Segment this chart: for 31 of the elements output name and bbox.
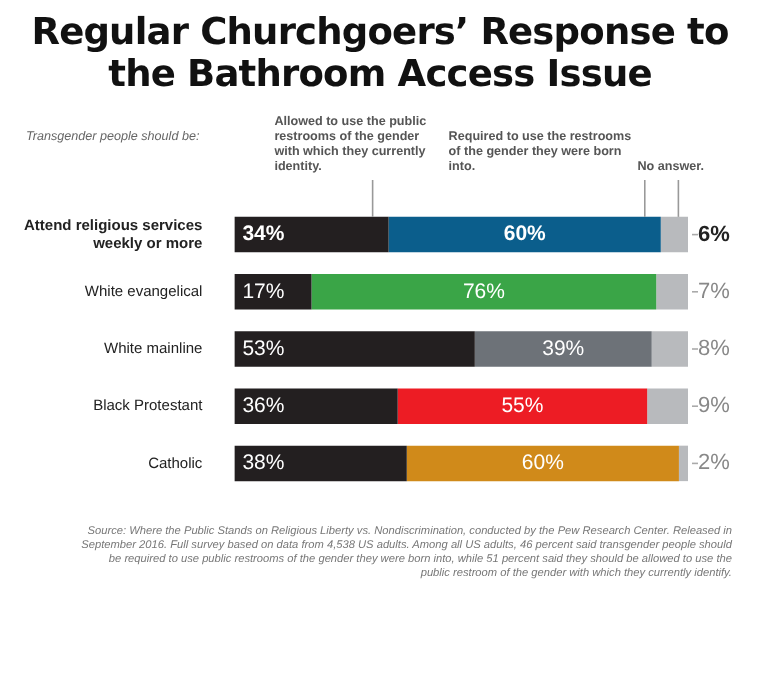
bar bbox=[234, 388, 398, 424]
chart-title: Regular Churchgoers’ Response to the Bathroom Access Issue bbox=[29, 12, 731, 96]
data-label: 76% bbox=[462, 279, 505, 304]
bar bbox=[651, 331, 688, 367]
data-label: 8% bbox=[698, 337, 731, 362]
bar bbox=[406, 445, 679, 482]
data-label: 53% bbox=[242, 336, 285, 361]
bar bbox=[234, 331, 475, 367]
bar bbox=[234, 274, 312, 310]
bar bbox=[311, 274, 657, 310]
bar bbox=[656, 274, 688, 310]
data-label: 34% bbox=[242, 222, 286, 247]
data-label: 60% bbox=[503, 222, 548, 247]
data-label: 55% bbox=[501, 393, 544, 418]
data-label: 60% bbox=[521, 451, 564, 476]
bar bbox=[678, 445, 688, 482]
data-label: 2% bbox=[698, 451, 731, 476]
data-label: 36% bbox=[242, 393, 285, 418]
data-label: 39% bbox=[542, 336, 585, 361]
bar bbox=[397, 388, 648, 424]
bar bbox=[474, 331, 652, 367]
data-label: 7% bbox=[698, 279, 731, 304]
bar bbox=[234, 216, 389, 253]
data-label: 9% bbox=[698, 394, 731, 419]
bar bbox=[660, 216, 688, 253]
bar bbox=[388, 216, 661, 253]
data-label: 38% bbox=[242, 451, 285, 476]
data-label: 6% bbox=[698, 222, 731, 247]
bar bbox=[647, 388, 688, 424]
data-label: 17% bbox=[242, 279, 285, 304]
bar bbox=[234, 445, 407, 482]
